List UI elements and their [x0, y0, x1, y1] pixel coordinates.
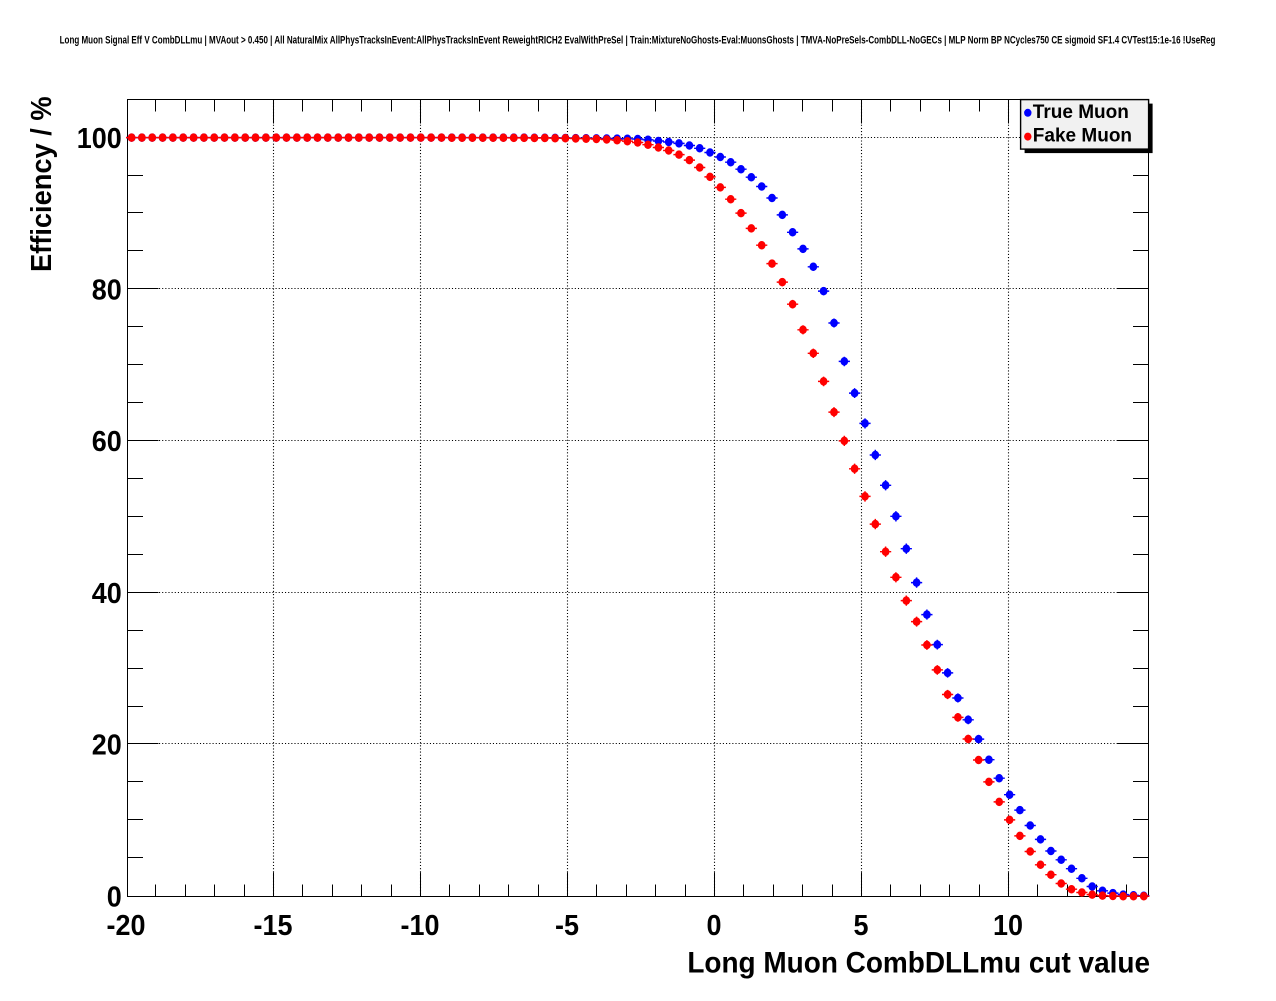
svg-text:-20: -20 — [107, 909, 146, 941]
svg-text:Efficiency / %: Efficiency / % — [25, 96, 57, 272]
svg-text:80: 80 — [92, 274, 122, 306]
svg-text:40: 40 — [92, 577, 122, 609]
svg-text:0: 0 — [107, 881, 122, 913]
svg-text:5: 5 — [853, 909, 868, 941]
svg-text:True Muon: True Muon — [1033, 102, 1129, 123]
svg-text:Fake Muon: Fake Muon — [1033, 126, 1132, 147]
svg-text:20: 20 — [92, 729, 122, 761]
svg-text:10: 10 — [993, 909, 1023, 941]
svg-text:0: 0 — [706, 909, 721, 941]
svg-text:-5: -5 — [555, 909, 579, 941]
svg-text:Long Muon Signal Eff V CombDLL: Long Muon Signal Eff V CombDLLmu | MVAou… — [60, 34, 1216, 47]
svg-text:Long Muon CombDLLmu cut value: Long Muon CombDLLmu cut value — [687, 947, 1150, 980]
svg-text:-15: -15 — [254, 909, 293, 941]
svg-text:100: 100 — [77, 122, 122, 154]
svg-text:60: 60 — [92, 425, 122, 457]
svg-text:-10: -10 — [401, 909, 440, 941]
